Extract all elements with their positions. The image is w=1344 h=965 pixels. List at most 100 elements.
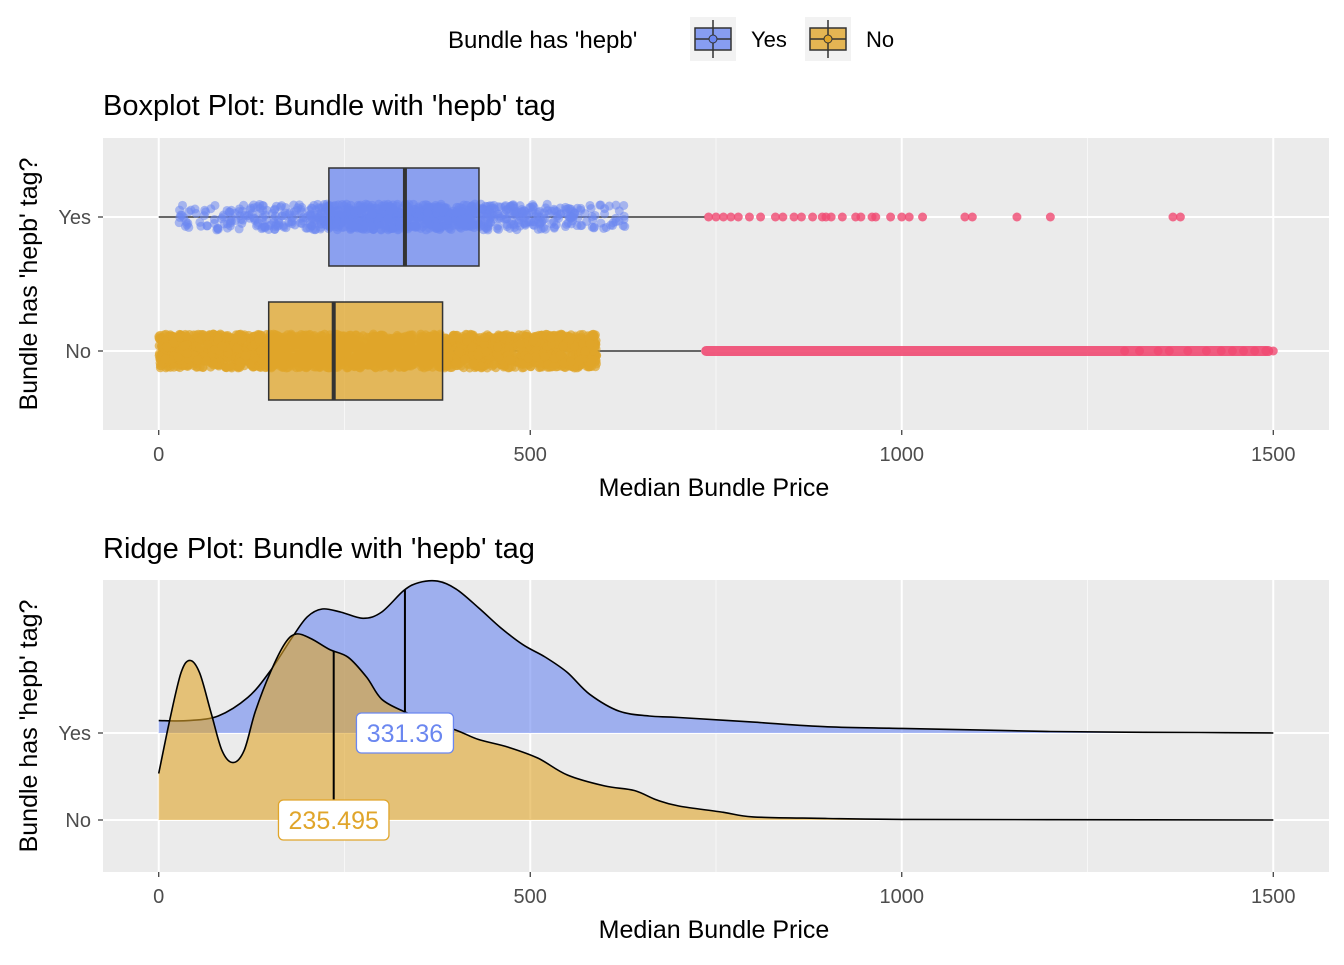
jitter-point: [479, 339, 489, 349]
jitter-point: [254, 334, 264, 344]
outlier-point: [778, 212, 788, 222]
jitter-point: [512, 225, 522, 235]
boxplot-y-tick-label: No: [65, 341, 91, 363]
boxplot-y-ticks: Yes No: [58, 207, 103, 363]
ridge-area-yes: [158, 580, 1274, 733]
median-label-no: 235.495: [277, 799, 390, 841]
jitter-point: [566, 357, 576, 367]
jitter-point: [528, 336, 538, 346]
outliers-no: [701, 346, 1278, 356]
jitter-point: [480, 332, 490, 342]
jitter-point: [568, 212, 578, 222]
jitter-point: [509, 201, 519, 211]
jitter-point: [589, 331, 599, 341]
jitter-point: [277, 201, 287, 211]
jitter-point: [241, 350, 251, 360]
outliers-yes: [704, 212, 1185, 222]
outlier-point: [1201, 346, 1211, 356]
jitter-point: [443, 343, 453, 353]
jitter-point: [313, 210, 323, 220]
jitter-point: [577, 220, 587, 230]
jitter-point: [311, 224, 321, 234]
jitter-point: [575, 330, 585, 340]
jitter-point: [563, 204, 573, 214]
jitter-point: [249, 203, 259, 213]
jitter-point: [297, 202, 307, 212]
outlier-point: [1153, 346, 1163, 356]
box-no: [267, 301, 444, 401]
boxplot-marks: [154, 167, 1278, 401]
outlier-point: [826, 212, 836, 222]
ridge-y-axis-title: Bundle has 'hepb' tag?: [15, 600, 43, 853]
jitter-point: [473, 351, 483, 361]
jitter-point: [535, 206, 545, 216]
jitter-point: [558, 341, 568, 351]
boxplot-x-tick-label: 1000: [880, 444, 925, 466]
jitter-point: [169, 362, 179, 372]
jitter-point: [181, 331, 191, 341]
outlier-point: [1168, 212, 1178, 222]
jitter-point: [209, 215, 219, 225]
boxplot-x-tick-label: 0: [153, 444, 164, 466]
outlier-point: [704, 212, 714, 222]
jitter-point: [232, 343, 242, 353]
outlier-point: [711, 212, 721, 222]
outlier-point: [1183, 346, 1193, 356]
jitter-point: [260, 210, 270, 220]
boxplot-title: Boxplot Plot: Bundle with 'hepb' tag: [103, 90, 556, 122]
boxplot-x-axis-title: Median Bundle Price: [599, 474, 830, 502]
jitter-point: [600, 209, 610, 219]
outlier-point: [1216, 346, 1226, 356]
ridge-marks: 331.36 235.495: [157, 579, 1274, 841]
jitter-point: [201, 332, 211, 342]
boxplot-y-tick-label: Yes: [58, 207, 91, 229]
outlier-point: [808, 212, 818, 222]
outlier-point: [744, 212, 754, 222]
median-label-text-no: 235.495: [289, 807, 379, 835]
jitter-point: [202, 339, 212, 349]
jitter-point: [173, 352, 183, 362]
legend-item-no: No: [805, 17, 894, 61]
jitter-point: [619, 200, 629, 210]
jitter-point: [530, 352, 540, 362]
boxplot-y-axis-title: Bundle has 'hepb' tag?: [15, 158, 43, 411]
jitter-point: [507, 331, 517, 341]
jitter-point: [193, 355, 203, 365]
jitter-point: [483, 225, 493, 235]
jitter-point: [484, 211, 494, 221]
outlier-point: [796, 212, 806, 222]
legend-label-yes: Yes: [751, 27, 787, 52]
legend-key-point-yes: [708, 34, 718, 44]
jitter-point: [549, 204, 559, 214]
ridge-outline-no: [157, 633, 1274, 821]
outlier-point: [718, 212, 728, 222]
jitter-point: [574, 356, 584, 366]
jitter-point: [493, 342, 503, 352]
jitter-point: [489, 360, 499, 370]
jitter-point: [305, 216, 315, 226]
jitter-point: [180, 341, 190, 351]
jitter-point: [202, 221, 212, 231]
ridge-x-tick-label: 1000: [880, 886, 925, 908]
jitter-point: [506, 219, 516, 229]
jitter-point: [447, 333, 457, 343]
jitter-point: [274, 220, 284, 230]
jitter-point: [587, 212, 597, 222]
jitter-point: [162, 342, 172, 352]
jitter-point: [514, 215, 524, 225]
jitter-point: [489, 200, 499, 210]
outlier-point: [726, 212, 736, 222]
outlier-point: [918, 212, 928, 222]
jitter-point: [224, 332, 234, 342]
outlier-point: [904, 212, 914, 222]
jitter-point: [528, 204, 538, 214]
jitter-point: [494, 224, 504, 234]
ridge-panel: Ridge Plot: Bundle with 'hepb' tag 331.3…: [15, 533, 1329, 944]
outlier-point: [960, 212, 970, 222]
jitter-point: [454, 347, 464, 357]
outlier-point: [1175, 212, 1185, 222]
outlier-point: [837, 212, 847, 222]
jitter-point: [552, 212, 562, 222]
outlier-point: [1045, 212, 1055, 222]
ridge-x-ticks: 0 500 1000 1500: [153, 872, 1296, 908]
